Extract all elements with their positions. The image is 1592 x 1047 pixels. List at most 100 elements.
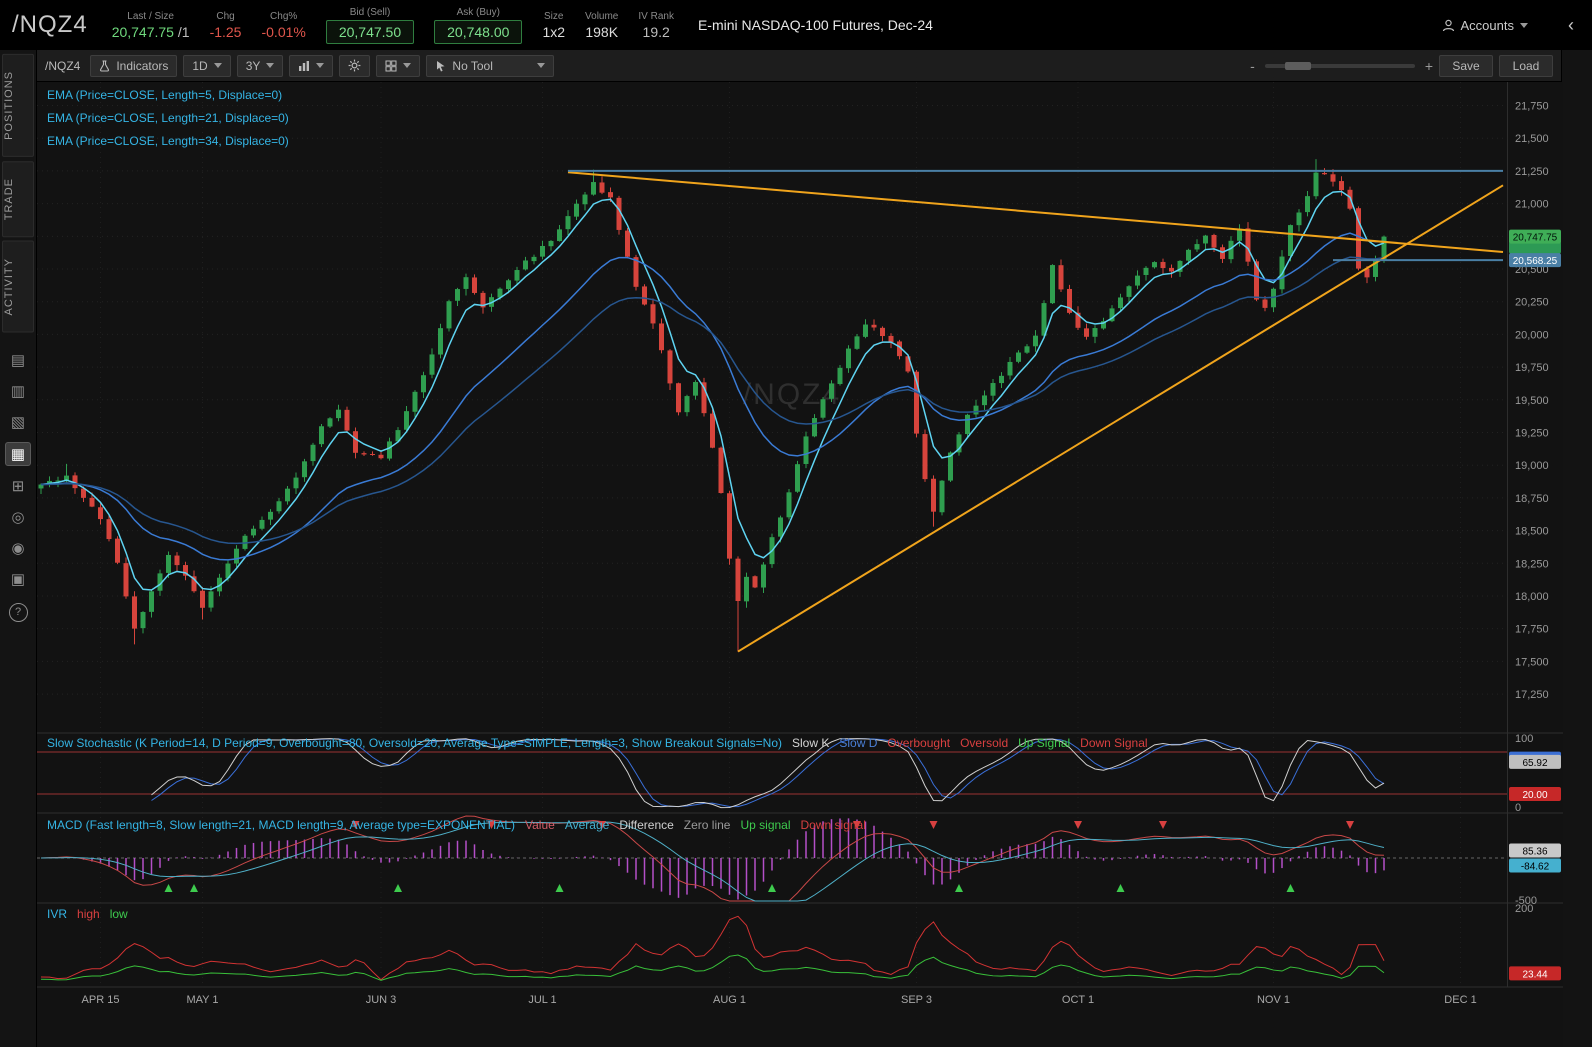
up-signal-arrow [190, 884, 198, 892]
flask-icon [100, 59, 110, 72]
chg-pct-group: Chg% -0.01% [261, 11, 305, 40]
chart-settings-button[interactable] [339, 54, 371, 77]
svg-text:20,747.75: 20,747.75 [1513, 233, 1558, 244]
apps-icon[interactable]: ⊞ [11, 477, 25, 495]
chart-toolbar: /NQZ4 Indicators 1D 3Y [37, 50, 1561, 82]
iv-rank-value: 19.2 [642, 23, 670, 40]
header-symbol: /NQZ4 [12, 11, 88, 38]
contacts-icon[interactable]: ◉ [11, 539, 25, 557]
sidebar-icon-stack: ▤ ▥ ▧ ▦ ⊞ ◎ ◉ ▣ ? [5, 349, 31, 622]
size-label: Size [544, 10, 564, 22]
ask-button[interactable]: 20,748.00 [434, 19, 523, 44]
price-chart[interactable]: 21,75021,50021,25021,00020,75020,50020,2… [37, 82, 1563, 1047]
zoom-slider-handle[interactable] [1284, 61, 1311, 70]
up-signal-arrow [555, 884, 564, 892]
archive-icon[interactable]: ▣ [10, 570, 26, 588]
range-value: 3Y [245, 58, 261, 73]
price-tick: 20,000 [1515, 329, 1549, 341]
down-signal-arrow [929, 821, 938, 829]
macd-bubble-2 [1509, 843, 1561, 858]
quotes-icon[interactable]: ▤ [10, 351, 26, 369]
price-tick: 17,750 [1515, 624, 1549, 636]
down-signal-arrow [1346, 821, 1354, 829]
chevron-down-icon [316, 63, 325, 68]
accounts-label: Accounts [1460, 17, 1514, 33]
tool-label: No Tool [452, 58, 493, 73]
sidebar-tab-positions[interactable]: POSITIONS [2, 54, 34, 157]
range-dropdown[interactable]: 3Y [236, 54, 284, 77]
trendline-1[interactable] [567, 171, 1504, 254]
watchlist-icon[interactable]: ▥ [10, 382, 26, 400]
body-row: POSITIONS TRADE ACTIVITY ▤ ▥ ▧ ▦ ⊞ ◎ ◉ ▣… [0, 50, 1592, 1047]
price-bubble-1 [1509, 229, 1561, 244]
chg-value: -1.25 [209, 23, 242, 40]
svg-text:23.44: 23.44 [1522, 969, 1547, 980]
chart-panel: /NQZ4 Indicators 1D 3Y [37, 50, 1563, 1047]
chart-style-dropdown[interactable] [289, 54, 334, 77]
chg-label: Chg [216, 10, 235, 22]
zoom-in-button[interactable]: + [1424, 57, 1433, 74]
slow-d-line [151, 738, 1385, 808]
chevron-down-icon [403, 63, 412, 68]
indicators-button[interactable]: Indicators [90, 54, 178, 77]
right-rail [1561, 50, 1592, 1047]
sidebar-tab-trade[interactable]: TRADE [2, 160, 34, 238]
collapse-panel-button[interactable]: ‹ [1568, 14, 1574, 35]
drawing-tool-dropdown[interactable]: No Tool [426, 54, 555, 77]
price-tick: 21,250 [1515, 166, 1549, 178]
charts-icon[interactable]: ▦ [5, 441, 31, 466]
ema-21-line [40, 232, 1385, 561]
price-tick: 20,250 [1515, 297, 1549, 309]
grid-layout-dropdown[interactable] [376, 54, 421, 77]
hidden-price-bubble [1509, 241, 1561, 254]
indicators-label: Indicators [116, 58, 169, 73]
down-signal-arrow [598, 821, 606, 829]
history-icon[interactable]: ◎ [11, 508, 25, 526]
time-tick: JUN 3 [366, 994, 397, 1006]
bid-label: Bid (Sell) [349, 6, 391, 18]
time-tick: DEC 1 [1444, 994, 1476, 1006]
svg-text:85.36: 85.36 [1522, 846, 1547, 857]
orders-icon[interactable]: ▧ [10, 413, 26, 431]
volume-value: 198K [585, 23, 619, 40]
sidebar-tab-activity[interactable]: ACTIVITY [2, 241, 34, 333]
price-tick: 19,250 [1515, 428, 1549, 440]
price-tick: 18,000 [1515, 591, 1549, 603]
size-group: Size 1x2 [542, 11, 565, 40]
price-tick: 19,000 [1515, 460, 1549, 472]
ivr-low-line [40, 954, 1385, 981]
iv-rank-label: IV Rank [638, 10, 674, 22]
last-size-label: Last / Size [127, 10, 174, 22]
price-tick: 19,750 [1515, 362, 1549, 374]
price-bubble-2 [1509, 253, 1561, 268]
chevron-down-icon [1520, 22, 1528, 28]
trendline-2[interactable] [737, 184, 1504, 653]
time-tick: NOV 1 [1257, 994, 1290, 1006]
svg-text:200: 200 [1515, 903, 1533, 915]
timeframe-value: 1D [192, 58, 208, 73]
timeframe-dropdown[interactable]: 1D [183, 54, 231, 77]
svg-text:100: 100 [1515, 733, 1533, 745]
gear-icon [349, 59, 361, 72]
zoom-out-button[interactable]: - [1250, 57, 1255, 74]
time-tick: JUL 1 [528, 994, 556, 1006]
zoom-slider[interactable] [1264, 61, 1415, 70]
svg-text:0: 0 [1515, 802, 1521, 814]
help-icon[interactable]: ? [8, 602, 28, 622]
price-tick: 21,500 [1515, 133, 1549, 145]
volume-label: Volume [585, 10, 619, 22]
left-sidebar: POSITIONS TRADE ACTIVITY ▤ ▥ ▧ ▦ ⊞ ◎ ◉ ▣… [0, 50, 37, 1047]
quote-header: /NQZ4 Last / Size 20,747.75 /1 Chg -1.25… [0, 0, 1592, 50]
load-button[interactable]: Load [1499, 54, 1553, 77]
toolbar-symbol: /NQZ4 [45, 58, 81, 73]
svg-text:-84.62: -84.62 [1521, 861, 1550, 872]
price-tick: 18,750 [1515, 493, 1549, 505]
accounts-dropdown[interactable]: Accounts [1442, 18, 1528, 33]
iv-rank-group: IV Rank 19.2 [638, 11, 674, 40]
down-signal-arrow [351, 821, 360, 829]
chevron-down-icon [537, 63, 546, 68]
macd-histogram [48, 818, 1385, 900]
save-button[interactable]: Save [1439, 54, 1493, 77]
bid-button[interactable]: 20,747.50 [325, 19, 415, 44]
